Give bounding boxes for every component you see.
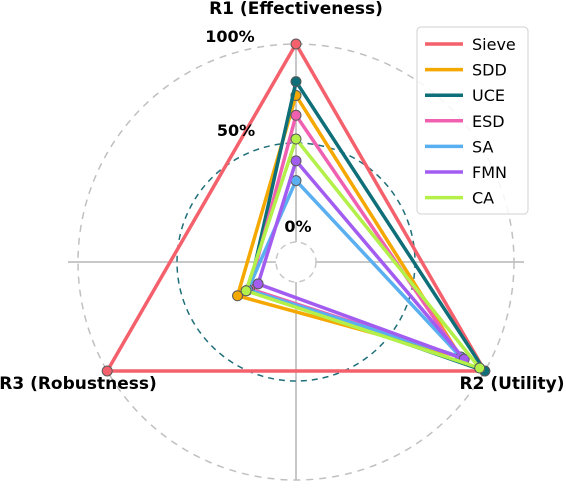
radar-series	[101, 38, 491, 377]
data-point-fmn-r1	[290, 155, 302, 167]
series-fmn	[252, 155, 470, 365]
legend: Sieve SDD UCE ESD SA FMN CA	[416, 26, 529, 215]
axis-title-r3: R3 (Robustness)	[0, 374, 157, 394]
grid-circle-100	[77, 43, 515, 481]
grid-circle-0	[275, 241, 317, 283]
tick-label-100: 100%	[205, 27, 254, 46]
series-line-ca	[243, 135, 485, 372]
legend-label-ca: CA	[472, 189, 494, 208]
tick-label-50: 50%	[217, 121, 255, 140]
data-point-sieve-r1	[290, 38, 302, 50]
legend-box	[416, 26, 529, 215]
series-line-sieve	[104, 40, 488, 373]
axis-title-r2: R2 (Utility)	[460, 374, 565, 394]
legend-label-fmn: FMN	[472, 163, 507, 182]
tick-label-0: 0%	[284, 217, 311, 236]
data-point-sdd-r3	[232, 290, 244, 302]
data-point-ca-r3	[240, 285, 252, 297]
data-point-ca-r1	[290, 133, 302, 145]
axis-title-r1: R1 (Effectiveness)	[209, 0, 383, 19]
series-line-fmn	[255, 157, 470, 364]
series-ca	[240, 133, 486, 374]
data-point-sieve-r3	[101, 365, 113, 377]
data-point-esd-r1	[290, 109, 302, 121]
data-point-fmn-r3	[252, 278, 264, 290]
data-point-uce-r1	[290, 76, 302, 88]
data-point-ca-r2	[474, 362, 486, 374]
radar-labels: 100% 50% 0% R1 (Effectiveness) R2 (Utili…	[0, 0, 565, 394]
legend-label-esd: ESD	[472, 112, 505, 131]
legend-label-uce: UCE	[472, 86, 505, 105]
legend-label-sdd: SDD	[472, 61, 507, 80]
legend-label-sa: SA	[472, 137, 493, 156]
legend-label-sieve: Sieve	[472, 35, 516, 54]
